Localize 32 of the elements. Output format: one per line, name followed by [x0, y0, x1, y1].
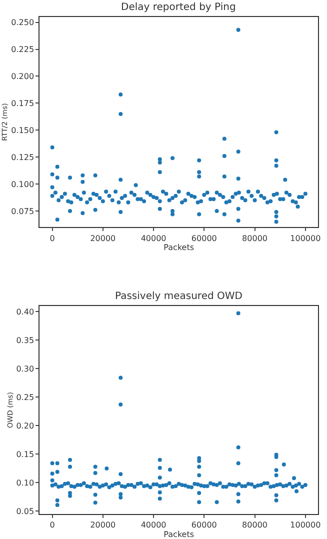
x-axis-title: Packets	[164, 242, 194, 252]
x-tick-label: 60000	[191, 520, 217, 530]
y-tick-label: 0.125	[11, 152, 34, 162]
x-tick-label: 0	[50, 234, 55, 243]
x-tick-label: 20000	[90, 234, 116, 243]
y-tick-label: 0.225	[11, 45, 34, 54]
y-tick-label: 0.175	[11, 98, 34, 108]
y-tick-label: 0.200	[11, 72, 34, 82]
y-tick-label: 0.05	[16, 507, 34, 516]
y-tick-label: 0.15	[16, 450, 34, 459]
y-tick-label: 0.100	[11, 180, 34, 189]
x-tick-label: 80000	[242, 520, 268, 530]
x-tick-label: 100000	[290, 520, 321, 530]
x-tick-label: 100000	[290, 234, 321, 243]
y-tick-label: 0.25	[16, 392, 34, 402]
y-tick-label: 0.40	[16, 307, 34, 316]
chart-title: Delay reported by Ping	[121, 2, 236, 13]
x-tick-label: 20000	[90, 520, 116, 530]
y-tick-label: 0.10	[16, 478, 34, 488]
y-tick-label: 0.35	[16, 336, 34, 345]
x-tick-label: 40000	[140, 520, 166, 530]
y-tick-label: 0.150	[11, 126, 34, 135]
x-tick-label: 0	[50, 520, 55, 530]
x-axis-title: Packets	[164, 530, 194, 539]
x-tick-label: 60000	[191, 234, 217, 243]
y-tick-label: 0.30	[16, 364, 34, 374]
y-tick-label: 0.20	[16, 421, 34, 430]
x-tick-label: 80000	[242, 234, 268, 243]
y-tick-label: 0.250	[11, 18, 34, 28]
x-tick-label: 40000	[140, 234, 166, 243]
y-tick-label: 0.075	[11, 206, 34, 216]
chart-title: Passively measured OWD	[115, 291, 243, 302]
